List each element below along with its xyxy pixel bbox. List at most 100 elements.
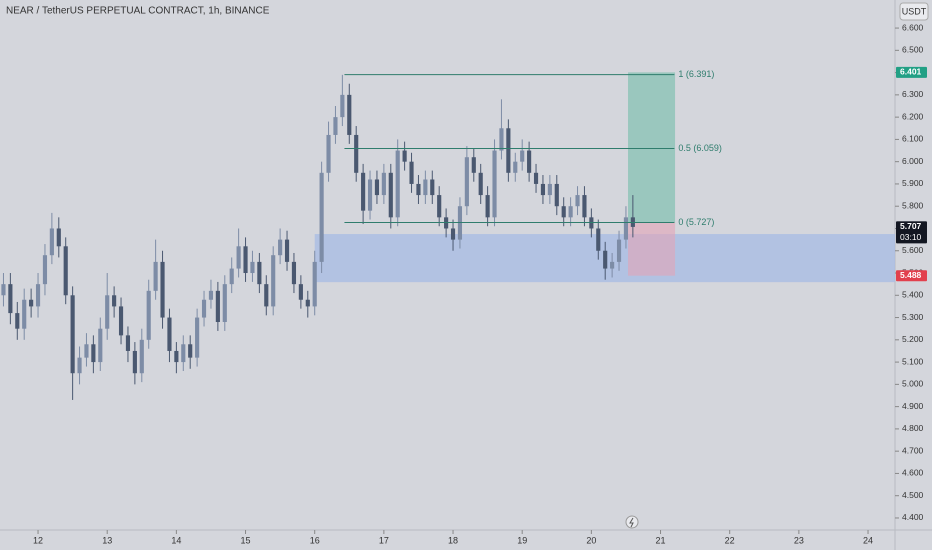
candle-body [610,261,615,269]
candle-body [201,299,207,318]
candle-body [319,172,324,262]
event-icon[interactable] [625,515,639,529]
fib-label: 0 (5.727) [678,217,714,227]
candle-body [132,350,137,374]
candle-body [485,195,490,218]
candle-body [49,228,54,256]
currency-button[interactable] [899,2,929,21]
candle-body [1,284,6,296]
x-tick-label: 21 [656,535,666,545]
candle-body [271,255,276,307]
currency-label: USDT [902,6,927,16]
candle-body [402,150,407,162]
candle-body [527,150,532,173]
candle-body [374,179,380,196]
candle-body [616,239,622,262]
candle-body [284,239,290,262]
candle-body [264,284,269,307]
y-tick-label: 5.600 [902,245,924,255]
candle-body [77,357,82,374]
candle-body [312,261,317,307]
candle-body [167,317,172,351]
candle-body [105,295,110,329]
fib-label: 1 (6.391) [678,69,714,79]
candle-body [388,172,393,218]
candle-body [29,299,34,307]
event-icon-bolt [629,517,634,528]
x-tick-label: 13 [102,535,112,545]
candle-body [554,183,559,207]
y-tick-label: 5.900 [902,178,924,188]
candle-body [513,161,518,173]
candle-body [575,195,580,207]
candle-body [153,261,158,291]
candle-body [70,295,75,374]
candle-body [236,246,241,269]
fib-label: 0.5 (6.059) [678,143,722,153]
x-tick-label: 19 [517,535,527,545]
x-tick-label: 16 [310,535,320,545]
candle-body [603,250,608,269]
y-tick-label: 4.700 [902,445,924,455]
candle-body [381,172,386,196]
x-tick-label: 18 [448,535,458,545]
price-badge-label: 5.707 [900,221,922,231]
y-tick-label: 6.200 [902,111,924,121]
x-tick-label: 14 [171,535,181,545]
candle-body [298,284,303,300]
y-tick-label: 6.000 [902,156,924,166]
x-tick-label: 15 [241,535,251,545]
y-tick-label: 6.300 [902,89,924,99]
price-badge-label: 5.488 [900,270,922,280]
candle-body [8,284,13,314]
candle-body [208,290,214,300]
candle-body [437,195,442,218]
candle-body [195,317,200,358]
candle-body [125,335,131,351]
y-tick-label: 5.100 [902,356,924,366]
candle-body [91,344,96,363]
candle-body [464,157,469,207]
candle-body [347,94,352,135]
candle-body [367,179,373,211]
candle-body [215,290,220,323]
x-tick-label: 22 [725,535,735,545]
y-tick-label: 5.000 [902,379,924,389]
candle-body [568,206,573,218]
candle-body [478,172,483,196]
y-tick-label: 5.400 [902,290,924,300]
candle-body [340,94,345,118]
candle-body [291,261,297,285]
y-tick-label: 6.600 [902,22,924,32]
y-tick-label: 4.800 [902,423,924,433]
y-tick-label: 4.900 [902,401,924,411]
candle-body [506,128,511,173]
candle-body [520,150,525,162]
candle-body [416,183,421,196]
candle-body [63,246,68,296]
candle-body [42,255,48,285]
candle-body [112,295,117,307]
candle-body [160,261,165,318]
candle-body [354,134,359,173]
target-area [628,72,676,223]
candle-body [492,150,497,218]
y-tick-label: 6.100 [902,134,924,144]
candle-body [540,183,546,196]
candle-body [257,261,262,285]
candle-body [139,339,144,374]
x-tick-label: 12 [33,535,43,545]
countdown-label: 03:10 [900,232,922,242]
x-tick-label: 24 [863,535,873,545]
price-badge-label: 6.401 [900,67,922,77]
candle-body [305,299,310,307]
chart-title: NEAR / TetherUS PERPETUAL CONTRACT, 1h, … [6,6,270,17]
candle-body [229,268,234,285]
candle-body [450,228,456,240]
candle-body [326,134,331,173]
price-badge [896,66,927,78]
price-badge [896,270,927,282]
candle-body [181,344,186,363]
candle-body [623,217,629,240]
